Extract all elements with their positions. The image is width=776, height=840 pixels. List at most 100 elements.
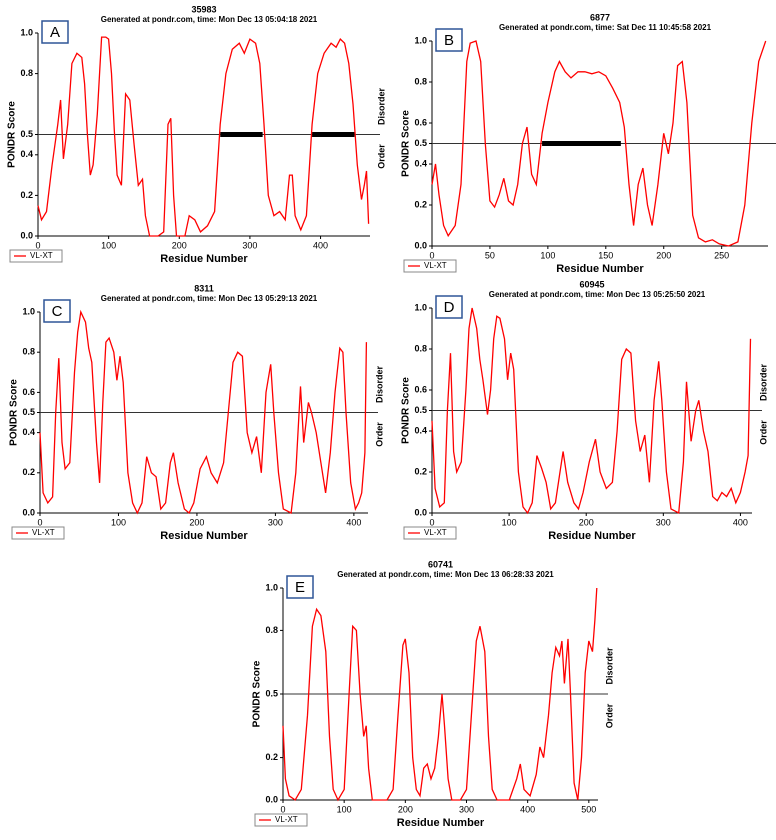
y-tick-label: 0.8: [265, 625, 278, 635]
x-tick-label: 0: [280, 804, 285, 814]
chart-subtitle: Generated at pondr.com, time: Mon Dec 13…: [101, 294, 318, 303]
x-tick-label: 100: [502, 517, 517, 527]
y-tick-label: 0.5: [414, 138, 427, 148]
order-label: Order: [604, 703, 614, 728]
y-tick-label: 0.0: [414, 507, 427, 517]
series-line: [431, 307, 752, 515]
panel-label-box: [41, 20, 69, 44]
x-tick-label: 100: [101, 240, 116, 250]
panel-label-box: [435, 295, 463, 319]
y-tick-label: 0.5: [22, 407, 35, 417]
y-tick-label: 0.0: [20, 230, 33, 240]
series-line: [37, 36, 370, 237]
y-tick-label: 0.0: [414, 240, 427, 250]
x-tick-label: 200: [656, 250, 671, 260]
disorder-label: Disorder: [376, 87, 386, 125]
y-axis-label: PONDR Score: [9, 379, 20, 446]
y-tick-label: 0.5: [20, 129, 33, 139]
y-axis-label: PONDR Score: [401, 110, 412, 177]
legend-box: [403, 259, 457, 273]
y-tick-label: 0.2: [414, 199, 427, 209]
chart-title: 8311: [194, 283, 214, 293]
order-label: Order: [774, 153, 776, 178]
order-label: Order: [376, 144, 386, 169]
x-tick-label: 0: [35, 240, 40, 250]
y-tick-label: 0.5: [414, 405, 427, 415]
chart-subtitle: Generated at pondr.com, time: Mon Dec 13…: [101, 15, 318, 24]
x-tick-label: 100: [540, 250, 555, 260]
disorder-label: Disorder: [374, 365, 384, 403]
x-tick-label: 300: [242, 240, 257, 250]
y-tick-label: 0.0: [22, 507, 35, 517]
panel-label: E: [295, 579, 305, 596]
x-tick-label: 0: [37, 517, 42, 527]
y-tick-label: 0.6: [414, 117, 427, 127]
panel-label: C: [52, 303, 63, 320]
chart-title: 60741: [428, 559, 453, 569]
x-tick-label: 100: [337, 804, 352, 814]
y-axis-label: PONDR Score: [401, 377, 412, 444]
y-tick-label: 0.8: [414, 343, 427, 353]
y-tick-label: 1.0: [265, 582, 278, 592]
panel-label-box: [286, 575, 314, 599]
legend-label: VL-XT: [424, 261, 447, 270]
legend-label: VL-XT: [30, 251, 53, 260]
panel-label: D: [444, 299, 455, 316]
x-tick-label: 400: [733, 517, 748, 527]
x-tick-label: 250: [714, 250, 729, 260]
y-tick-label: 0.2: [20, 190, 33, 200]
x-axis-label: Residue Number: [160, 530, 248, 542]
x-tick-label: 150: [598, 250, 613, 260]
x-tick-label: 400: [520, 804, 535, 814]
y-tick-label: 0.4: [414, 158, 427, 168]
legend-label: VL-XT: [32, 528, 55, 537]
legend-box: [403, 526, 457, 540]
x-tick-label: 50: [485, 250, 495, 260]
x-tick-label: 200: [172, 240, 187, 250]
disorder-label: Disorder: [758, 363, 768, 401]
y-axis-label: PONDR Score: [252, 660, 263, 727]
panel-label: A: [50, 24, 60, 41]
y-tick-label: 0.2: [265, 752, 278, 762]
x-tick-label: 300: [268, 517, 283, 527]
y-tick-label: 0.4: [20, 149, 33, 159]
chart-subtitle: Generated at pondr.com, time: Mon Dec 13…: [337, 570, 554, 579]
chart-subtitle: Generated at pondr.com, time: Sat Dec 11…: [499, 23, 712, 32]
series-line: [282, 587, 598, 802]
y-tick-label: 0.0: [265, 794, 278, 804]
x-tick-label: 400: [313, 240, 328, 250]
chart-title: 35983: [191, 4, 216, 14]
y-tick-label: 0.2: [414, 466, 427, 476]
x-tick-label: 200: [579, 517, 594, 527]
x-axis-label: Residue Number: [160, 253, 248, 265]
x-tick-label: 200: [398, 804, 413, 814]
y-tick-label: 0.8: [414, 76, 427, 86]
y-axis-label: PONDR Score: [7, 101, 18, 168]
series-line: [39, 309, 368, 515]
y-tick-label: 0.5: [265, 688, 278, 698]
x-tick-label: 0: [429, 250, 434, 260]
legend-label: VL-XT: [424, 528, 447, 537]
y-tick-label: 1.0: [22, 306, 35, 316]
chart-title: 6877: [590, 12, 610, 22]
panel-label: B: [444, 32, 454, 49]
y-tick-label: 0.8: [22, 347, 35, 357]
y-tick-label: 1.0: [414, 302, 427, 312]
panel-label-box: [43, 299, 71, 323]
y-tick-label: 0.6: [22, 387, 35, 397]
x-tick-label: 300: [459, 804, 474, 814]
x-tick-label: 400: [346, 517, 361, 527]
chart-title: 60945: [579, 279, 604, 289]
legend-box: [254, 813, 308, 827]
chart-subtitle: Generated at pondr.com, time: Mon Dec 13…: [489, 290, 706, 299]
x-axis-label: Residue Number: [397, 817, 485, 829]
y-tick-label: 1.0: [414, 35, 427, 45]
x-tick-label: 200: [189, 517, 204, 527]
x-tick-label: 300: [656, 517, 671, 527]
